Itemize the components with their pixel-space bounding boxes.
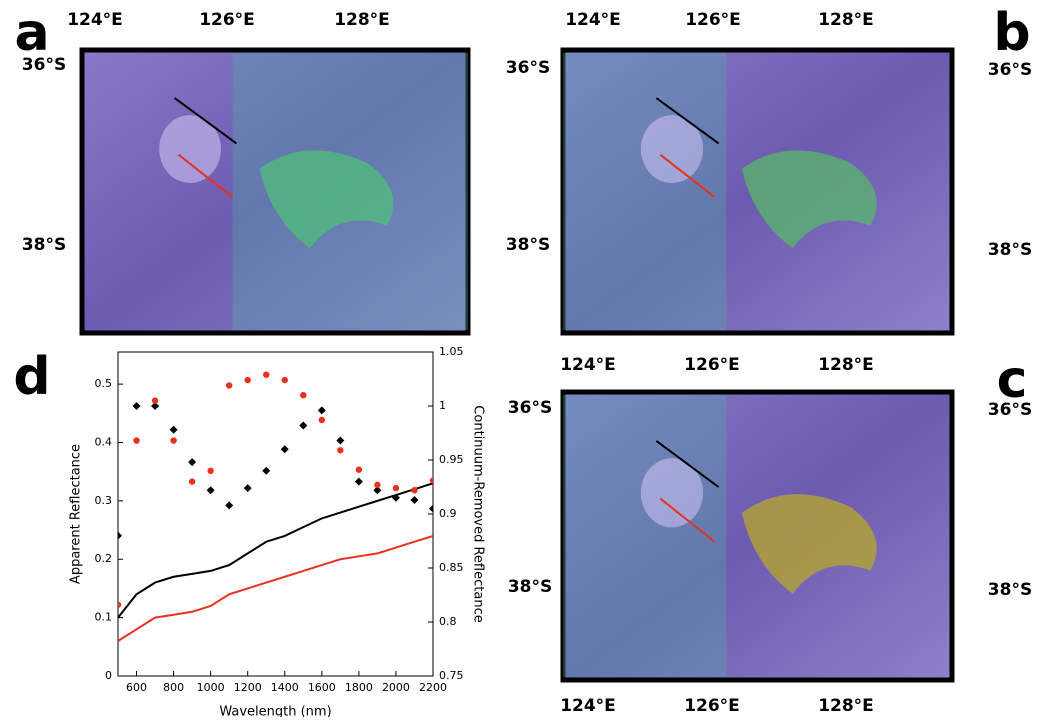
longitude-label: 126°E	[684, 696, 740, 716]
longitude-label: 128°E	[818, 696, 874, 716]
x-tick-label: 1800	[345, 681, 373, 694]
y2-tick-label: 1.05	[439, 345, 464, 358]
y2-tick-label: 0.9	[439, 507, 457, 520]
dot-marker	[133, 437, 139, 443]
longitude-label: 126°E	[684, 355, 740, 375]
longitude-label: 128°E	[334, 10, 390, 30]
panel-label: d	[13, 347, 50, 407]
x-tick-label: 600	[126, 681, 147, 694]
y2-tick-label: 1	[439, 399, 446, 412]
dot-marker	[245, 377, 251, 383]
latitude-label: 38°S	[506, 235, 550, 255]
y2-axis-label: Continuum-Removed Reflectance	[471, 405, 486, 622]
y2-tick-label: 0.85	[439, 561, 464, 574]
latitude-label: 38°S	[508, 577, 552, 597]
y-tick-label: 0.2	[95, 552, 113, 565]
latitude-label: 36°S	[988, 60, 1032, 80]
dot-marker	[411, 487, 417, 493]
longitude-label: 126°E	[199, 10, 255, 30]
dot-marker	[300, 392, 306, 398]
dot-marker	[207, 468, 213, 474]
data-strip	[563, 53, 726, 330]
dot-marker	[263, 371, 269, 377]
longitude-label: 124°E	[67, 10, 123, 30]
dot-marker	[430, 477, 436, 483]
y-tick-label: 0.3	[95, 494, 113, 507]
latitude-label: 38°S	[988, 240, 1032, 260]
dot-marker	[337, 447, 343, 453]
x-tick-label: 2200	[419, 681, 447, 694]
dot-marker	[356, 467, 362, 473]
x-tick-label: 1600	[308, 681, 336, 694]
dot-marker	[115, 602, 121, 608]
x-tick-label: 2000	[382, 681, 410, 694]
latitude-label: 36°S	[22, 55, 66, 75]
dot-marker	[374, 482, 380, 488]
latitude-label: 36°S	[988, 400, 1032, 420]
dot-marker	[170, 437, 176, 443]
longitude-label: 126°E	[685, 10, 741, 30]
plot-frame	[118, 352, 433, 676]
latitude-label: 38°S	[22, 235, 66, 255]
dot-marker	[226, 382, 232, 388]
dot-marker	[282, 377, 288, 383]
panel-label: b	[993, 3, 1030, 63]
x-tick-label: 1400	[271, 681, 299, 694]
longitude-label: 124°E	[560, 696, 616, 716]
y-axis-label: Apparent Reflectance	[69, 444, 84, 584]
figure: abcd124°E126°E128°E124°E126°E128°E124°E1…	[0, 0, 1039, 717]
y2-tick-label: 0.8	[439, 615, 457, 628]
x-tick-label: 800	[163, 681, 184, 694]
data-strip	[563, 395, 726, 677]
y-tick-label: 0.5	[95, 377, 113, 390]
dot-marker	[189, 478, 195, 484]
x-tick-label: 1200	[234, 681, 262, 694]
x-axis-label: Wavelength (nm)	[219, 705, 331, 718]
longitude-label: 124°E	[560, 355, 616, 375]
dot-marker	[319, 417, 325, 423]
y-tick-label: 0.1	[95, 611, 113, 624]
dot-marker	[393, 485, 399, 491]
latitude-label: 36°S	[506, 58, 550, 78]
longitude-label: 128°E	[818, 10, 874, 30]
dot-marker	[152, 397, 158, 403]
y2-tick-label: 0.95	[439, 453, 464, 466]
x-tick-label: 1000	[197, 681, 225, 694]
y-tick-label: 0	[105, 669, 112, 682]
panel-label: a	[14, 3, 49, 63]
latitude-label: 36°S	[508, 398, 552, 418]
longitude-label: 124°E	[565, 10, 621, 30]
latitude-label: 38°S	[988, 580, 1032, 600]
y2-tick-label: 0.75	[439, 669, 464, 682]
longitude-label: 128°E	[818, 355, 874, 375]
y-tick-label: 0.4	[95, 435, 113, 448]
